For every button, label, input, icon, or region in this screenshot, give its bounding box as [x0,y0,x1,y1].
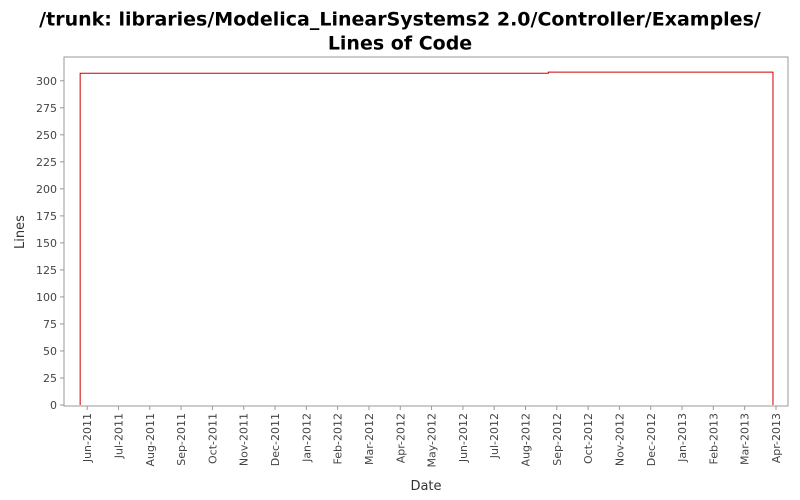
x-tick-label: Mar-2013 [739,413,752,465]
x-tick-label: Mar-2012 [363,413,376,465]
x-tick-label: Jul-2012 [488,413,501,459]
line [79,71,774,405]
x-tick-label: May-2012 [426,413,439,468]
x-axis-label: Date [410,479,441,494]
y-tick-label: 75 [43,318,57,331]
x-tick-label: Oct-2012 [582,413,595,464]
plot-area [63,56,789,407]
y-tick-label: 250 [36,129,57,142]
x-tick-label: Nov-2011 [238,413,251,466]
y-tick-label: 125 [36,264,57,277]
x-tick-label: Apr-2013 [770,413,783,463]
x-tick-label: Oct-2011 [206,413,219,464]
x-tick-label: Sep-2011 [175,413,188,466]
x-tick-label: Jun-2012 [457,413,470,463]
x-tick-label: Feb-2012 [332,413,345,464]
y-tick-label: 275 [36,102,57,115]
x-tick-label: Jun-2011 [81,413,94,463]
x-tick-label: Nov-2012 [613,413,626,466]
y-tick-label: 200 [36,183,57,196]
x-tick-label: Aug-2011 [144,413,157,466]
x-tick-label: Jan-2013 [676,413,689,463]
x-tick-label: Aug-2012 [519,413,532,466]
x-tick-label: Apr-2012 [394,413,407,463]
chart-title: /trunk: libraries/Modelica_LinearSystems… [39,9,761,31]
y-tick-label: 175 [36,210,57,223]
y-axis-label: Lines [13,215,28,249]
y-tick-label: 300 [36,75,57,88]
x-tick-label: Jul-2011 [112,413,125,459]
y-tick-label: 100 [36,291,57,304]
y-tick-label: 0 [50,399,57,412]
x-tick-label: Feb-2013 [707,413,720,464]
y-tick-label: 50 [43,345,57,358]
y-tick-label: 225 [36,156,57,169]
x-tick-label: Sep-2012 [551,413,564,466]
x-tick-label: Jan-2012 [300,413,313,463]
y-tick-label: 25 [43,372,57,385]
x-tick-label: Dec-2011 [269,413,282,466]
y-tick-label: 150 [36,237,57,250]
x-tick-label: Dec-2012 [645,413,658,466]
chart-title: Lines of Code [328,33,472,55]
